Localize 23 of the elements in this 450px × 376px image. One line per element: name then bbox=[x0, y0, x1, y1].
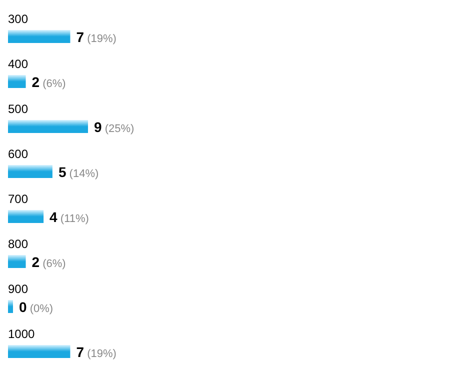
data-label: 5 (14%) bbox=[58, 164, 99, 180]
y-tick-label: 1000 bbox=[8, 327, 36, 341]
bar bbox=[8, 120, 88, 133]
data-label: 7 (19%) bbox=[76, 344, 116, 360]
bar bbox=[8, 210, 44, 223]
bar bbox=[8, 255, 26, 268]
y-tick-label: 500 bbox=[8, 102, 28, 116]
y-tick-label: 800 bbox=[8, 237, 28, 251]
data-label: 9 (25%) bbox=[94, 119, 134, 135]
data-label: 4 (11%) bbox=[50, 209, 89, 225]
data-label: 0 (0%) bbox=[19, 299, 54, 315]
data-label: 2 (6%) bbox=[32, 74, 66, 90]
y-tick-label: 700 bbox=[8, 192, 28, 206]
y-tick-label: 900 bbox=[8, 282, 28, 296]
bar bbox=[8, 165, 52, 178]
bar bbox=[8, 30, 70, 43]
data-label: 2 (6%) bbox=[32, 254, 66, 270]
y-tick-label: 600 bbox=[8, 147, 28, 161]
y-tick-label: 400 bbox=[8, 57, 28, 71]
bar bbox=[8, 75, 26, 88]
bar bbox=[8, 345, 70, 358]
data-label: 7 (19%) bbox=[76, 29, 116, 45]
y-tick-label: 300 bbox=[8, 12, 28, 26]
